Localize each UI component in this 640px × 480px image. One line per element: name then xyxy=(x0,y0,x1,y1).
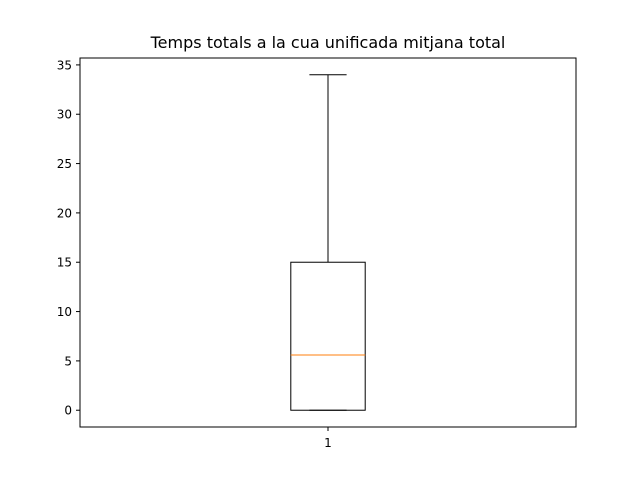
y-tick-label: 30 xyxy=(57,108,72,122)
x-tick-label: 1 xyxy=(324,436,332,450)
y-tick-label: 20 xyxy=(57,206,72,220)
box-body xyxy=(290,261,366,411)
y-tick-label: 35 xyxy=(57,58,72,72)
box-series xyxy=(290,74,366,411)
y-tick-label: 10 xyxy=(57,305,72,319)
y-tick-label: 15 xyxy=(57,256,72,270)
y-tick-label: 0 xyxy=(64,404,72,418)
box-1 xyxy=(290,74,366,411)
chart-title: Temps totals a la cua unificada mitjana … xyxy=(150,33,506,52)
x-axis: 1 xyxy=(324,427,332,450)
y-tick-label: 5 xyxy=(64,354,72,368)
y-tick-label: 25 xyxy=(57,157,72,171)
y-axis: 0 5 10 15 20 25 30 35 xyxy=(57,58,80,418)
